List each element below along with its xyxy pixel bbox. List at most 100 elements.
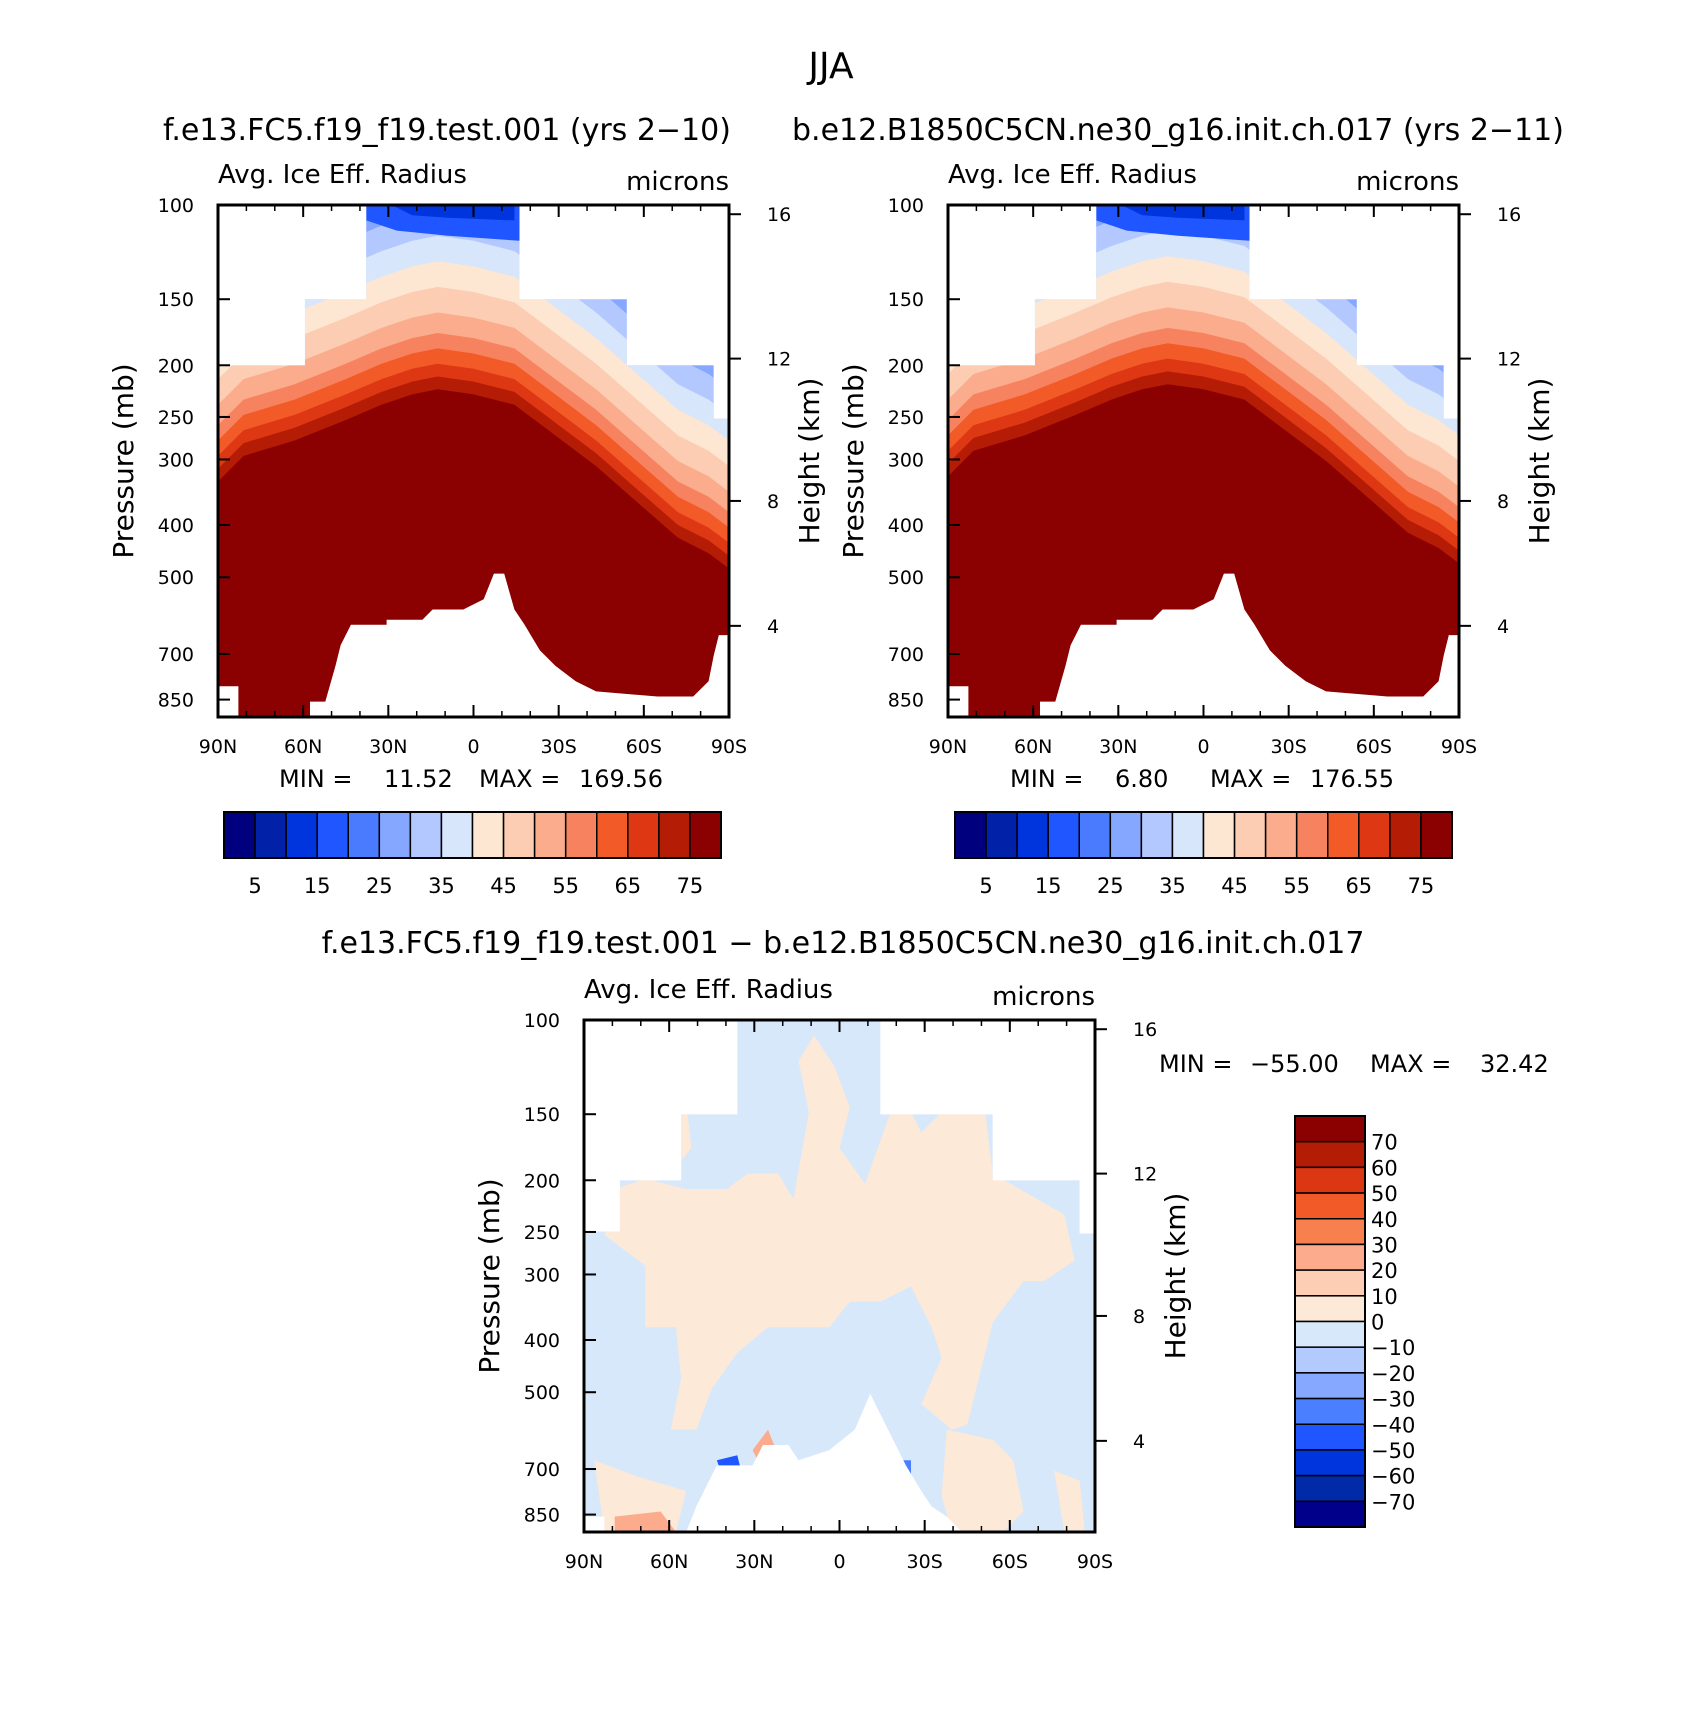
colorbar-swatch (1078, 811, 1112, 859)
x-tick-label: 30S (1271, 736, 1307, 758)
colorbar-swatch (1294, 1192, 1366, 1220)
height-tick-label: 12 (1497, 349, 1521, 371)
colorbar-swatch (1294, 1140, 1366, 1169)
colorbar-swatch (1264, 811, 1298, 859)
colorbar-label: 25 (1097, 874, 1124, 898)
max-value: 176.55 (1310, 765, 1394, 793)
colorbar-swatch (1294, 1320, 1366, 1348)
y-tick-label: 100 (888, 195, 924, 217)
colorbar-swatch (1294, 1218, 1366, 1246)
x-tick-label: 30S (541, 736, 577, 758)
colorbar-swatch (378, 811, 412, 859)
colorbar-label: −70 (1371, 1490, 1415, 1514)
topography-mask (584, 1393, 1095, 1538)
colorbar-swatch (1140, 811, 1174, 859)
colorbar-frame (223, 811, 722, 859)
height-tick-label: 12 (1133, 1164, 1157, 1186)
colorbar-swatch (1294, 1115, 1366, 1143)
colorbar-label: −40 (1371, 1413, 1415, 1437)
y-axis-label: Pressure (mb) (107, 363, 140, 558)
missing-data-mask (218, 205, 729, 717)
colorbar-swatch (1294, 1346, 1366, 1374)
y-axis-label: Pressure (mb) (837, 363, 870, 558)
panel-title: b.e12.B1850C5CN.ne30_g16.init.ch.017 (yr… (792, 113, 1564, 148)
colorbar-swatch (1202, 811, 1236, 859)
colorbar-label: 35 (1159, 874, 1186, 898)
missing-data-mask (584, 1020, 1095, 1532)
contour-level (594, 1460, 687, 1532)
colorbar-swatch (596, 811, 629, 859)
colorbar-swatch (254, 811, 287, 859)
colorbar-swatch (1016, 811, 1049, 859)
height-tick-label: 12 (767, 349, 791, 371)
y-tick-label: 500 (158, 567, 194, 589)
units-label: microns (626, 167, 729, 197)
max-value: 169.56 (579, 765, 663, 793)
y-tick-label: 500 (888, 567, 924, 589)
colorbar-swatch (1233, 811, 1267, 859)
height-tick-label: 16 (1497, 204, 1521, 226)
panel-difference: f.e13.FC5.f19_f19.test.001 − b.e12.B1850… (322, 926, 1549, 1573)
colorbar-swatch (440, 811, 474, 859)
units-label: microns (1356, 167, 1459, 197)
contour-level (1121, 205, 1245, 221)
colorbar-label: 30 (1371, 1233, 1398, 1257)
y-tick-label: 700 (888, 644, 924, 666)
y-tick-label: 250 (524, 1222, 560, 1244)
x-tick-label: 90N (565, 1551, 603, 1573)
x-tick-label: 90S (1077, 1551, 1113, 1573)
colorbar-label: 70 (1371, 1131, 1398, 1155)
max-label: MAX = (1370, 1050, 1451, 1078)
colorbar-label: 75 (677, 874, 704, 898)
colorbar-label: −50 (1371, 1439, 1415, 1463)
colorbar-swatch (471, 811, 505, 859)
x-tick-label: 60N (1014, 736, 1052, 758)
y-tick-label: 850 (524, 1505, 560, 1527)
height-tick-label: 4 (767, 616, 779, 638)
colorbar-swatch (1047, 811, 1080, 859)
colorbar-swatch (285, 811, 318, 859)
x-tick-label: 30N (369, 736, 407, 758)
max-label: MAX = (1210, 765, 1291, 793)
colorbar-swatch (1294, 1243, 1366, 1271)
height-tick-label: 4 (1497, 616, 1509, 638)
colorbar-swatch (502, 811, 536, 859)
x-tick-label: 0 (1197, 736, 1209, 758)
x-tick-label: 30S (907, 1551, 943, 1573)
min-value: 11.52 (384, 765, 453, 793)
contour-level (614, 1511, 676, 1532)
topography-mask (948, 573, 1459, 717)
y-tick-label: 500 (524, 1382, 560, 1404)
y-tick-label: 150 (158, 289, 194, 311)
colorbar-swatch (1294, 1295, 1366, 1323)
height-tick-label: 8 (1497, 491, 1509, 513)
y-tick-label: 300 (888, 449, 924, 471)
y-tick-label: 850 (888, 690, 924, 712)
height-tick-label: 16 (1133, 1019, 1157, 1041)
colorbar-swatch (1294, 1269, 1366, 1297)
colorbar-swatch (409, 811, 443, 859)
y-axis-label: Pressure (mb) (473, 1178, 506, 1373)
height-tick-label: 16 (767, 204, 791, 226)
y-tick-label: 200 (158, 355, 194, 377)
colorbar-swatch (1294, 1474, 1366, 1503)
colorbar-swatch (1294, 1372, 1366, 1400)
contour-level (391, 205, 515, 221)
y-tick-label: 400 (888, 515, 924, 537)
colorbar-label: 15 (1035, 874, 1062, 898)
colorbar-swatch (1294, 1423, 1366, 1451)
figure-suptitle: JJA (806, 46, 854, 87)
y-tick-label: 250 (158, 407, 194, 429)
y-axis-label-right: Height (km) (1523, 378, 1556, 545)
min-label: MIN = (1159, 1050, 1232, 1078)
variable-name: Avg. Ice Eff. Radius (218, 160, 467, 190)
y-tick-label: 400 (524, 1330, 560, 1352)
max-label: MAX = (479, 765, 560, 793)
y-tick-label: 100 (524, 1010, 560, 1032)
colorbar-swatch (1171, 811, 1205, 859)
colorbar-label: 25 (366, 874, 393, 898)
y-tick-label: 150 (888, 289, 924, 311)
x-tick-label: 60N (650, 1551, 688, 1573)
min-value: −55.00 (1250, 1050, 1339, 1078)
x-tick-label: 60S (626, 736, 662, 758)
